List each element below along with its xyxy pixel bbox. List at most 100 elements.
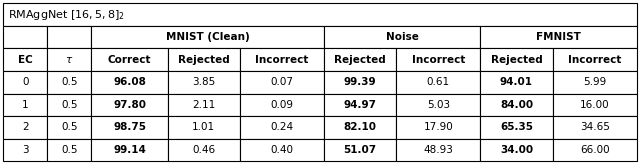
Text: 5.99: 5.99 — [583, 77, 606, 87]
Text: 94.01: 94.01 — [500, 77, 533, 87]
Bar — [3, 48, 47, 71]
Text: 0.5: 0.5 — [61, 145, 77, 155]
Text: 0.09: 0.09 — [271, 100, 293, 110]
Bar — [324, 94, 396, 116]
Text: Incorrect: Incorrect — [412, 55, 465, 65]
Bar — [240, 139, 324, 161]
Bar — [481, 26, 637, 48]
Text: 2.11: 2.11 — [192, 100, 215, 110]
Bar — [481, 71, 552, 94]
Bar — [168, 139, 240, 161]
Bar — [3, 26, 47, 48]
Text: EC: EC — [18, 55, 33, 65]
Text: 17.90: 17.90 — [424, 122, 453, 133]
Bar — [240, 94, 324, 116]
Text: 94.97: 94.97 — [344, 100, 376, 110]
Bar — [3, 94, 47, 116]
Bar — [92, 71, 168, 94]
Text: Rejected: Rejected — [178, 55, 230, 65]
Text: 65.35: 65.35 — [500, 122, 533, 133]
Bar — [396, 94, 481, 116]
Text: FMNIST: FMNIST — [536, 32, 581, 42]
Text: 66.00: 66.00 — [580, 145, 609, 155]
Bar — [47, 71, 92, 94]
Text: 0.46: 0.46 — [192, 145, 215, 155]
Text: 0.61: 0.61 — [427, 77, 450, 87]
Bar — [3, 116, 47, 139]
Bar — [168, 48, 240, 71]
Bar — [47, 48, 92, 71]
Text: Rejected: Rejected — [491, 55, 542, 65]
Text: 98.75: 98.75 — [113, 122, 146, 133]
Text: Incorrect: Incorrect — [568, 55, 621, 65]
Bar — [47, 116, 92, 139]
Text: 84.00: 84.00 — [500, 100, 533, 110]
Bar — [168, 116, 240, 139]
Bar — [240, 48, 324, 71]
Text: 99.39: 99.39 — [344, 77, 376, 87]
Text: 34.65: 34.65 — [580, 122, 610, 133]
Bar — [3, 139, 47, 161]
Text: 0.5: 0.5 — [61, 77, 77, 87]
Bar — [92, 116, 168, 139]
Text: 1.01: 1.01 — [192, 122, 215, 133]
Bar — [552, 139, 637, 161]
Bar — [324, 48, 396, 71]
Text: RMAggNet $[16,5,8]_2$: RMAggNet $[16,5,8]_2$ — [8, 7, 125, 22]
Text: 5.03: 5.03 — [427, 100, 450, 110]
Text: 0.5: 0.5 — [61, 100, 77, 110]
Text: Rejected: Rejected — [334, 55, 386, 65]
Text: 0: 0 — [22, 77, 29, 87]
Bar — [552, 71, 637, 94]
Text: 97.80: 97.80 — [113, 100, 146, 110]
Bar — [92, 26, 324, 48]
Bar — [396, 139, 481, 161]
Text: 3: 3 — [22, 145, 29, 155]
Bar — [481, 139, 552, 161]
Text: Incorrect: Incorrect — [255, 55, 308, 65]
Text: 2: 2 — [22, 122, 29, 133]
Bar — [396, 48, 481, 71]
Text: 99.14: 99.14 — [113, 145, 146, 155]
Text: 0.40: 0.40 — [271, 145, 293, 155]
Text: 0.24: 0.24 — [270, 122, 294, 133]
Bar — [396, 116, 481, 139]
Text: 82.10: 82.10 — [344, 122, 376, 133]
Bar — [92, 48, 168, 71]
Bar — [481, 116, 552, 139]
Text: Correct: Correct — [108, 55, 151, 65]
Bar — [92, 139, 168, 161]
Bar — [552, 94, 637, 116]
Text: 3.85: 3.85 — [192, 77, 215, 87]
Bar — [324, 116, 396, 139]
Text: 51.07: 51.07 — [344, 145, 377, 155]
Text: 0.07: 0.07 — [271, 77, 293, 87]
Bar — [47, 139, 92, 161]
Bar — [481, 94, 552, 116]
Text: 1: 1 — [22, 100, 29, 110]
Text: 48.93: 48.93 — [424, 145, 453, 155]
Bar — [324, 26, 481, 48]
Bar — [3, 3, 637, 26]
Text: $\tau$: $\tau$ — [65, 55, 74, 65]
Text: 96.08: 96.08 — [113, 77, 146, 87]
Bar — [168, 94, 240, 116]
Bar — [47, 26, 92, 48]
Text: 0.5: 0.5 — [61, 122, 77, 133]
Bar — [168, 71, 240, 94]
Bar — [3, 71, 47, 94]
Bar — [240, 116, 324, 139]
Bar — [92, 94, 168, 116]
Bar — [396, 71, 481, 94]
Bar — [481, 48, 552, 71]
Bar — [324, 139, 396, 161]
Bar — [552, 48, 637, 71]
Bar — [324, 71, 396, 94]
Bar — [47, 94, 92, 116]
Text: 16.00: 16.00 — [580, 100, 609, 110]
Bar — [552, 116, 637, 139]
Text: Noise: Noise — [386, 32, 419, 42]
Text: MNIST (Clean): MNIST (Clean) — [166, 32, 250, 42]
Text: 34.00: 34.00 — [500, 145, 533, 155]
Bar — [240, 71, 324, 94]
